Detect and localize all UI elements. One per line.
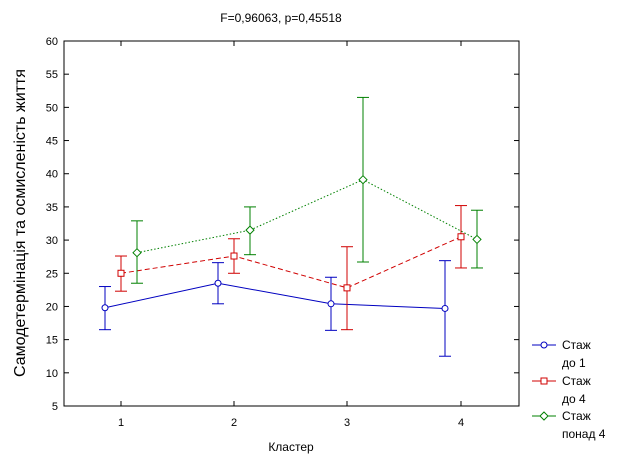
series-layer (99, 96, 483, 357)
legend-swatch-marker (539, 411, 549, 421)
series-line (104, 282, 446, 309)
legend-entry-2: Стаж до 4 (532, 374, 591, 406)
x-tick-label: 4 (458, 417, 464, 429)
y-tick-label: 45 (46, 136, 58, 148)
x-axis: 1 2 3 4 (118, 41, 464, 429)
legend: Стаж до 1 Стаж до 4 Стаж понад 4 (532, 338, 606, 441)
y-tick-label: 10 (46, 368, 58, 380)
data-point (117, 269, 125, 277)
y-axis-label: Самодетермінація та осмисленість життя (12, 69, 29, 377)
data-point (132, 247, 142, 258)
y-tick-label: 40 (46, 169, 58, 181)
series-3 (131, 96, 483, 284)
series-2 (115, 205, 467, 331)
plot-frame (63, 40, 520, 407)
y-tick-label: 25 (46, 268, 58, 280)
legend-label: Стаж (562, 338, 591, 352)
legend-swatch-marker (540, 377, 548, 385)
legend-label: Стаж (562, 374, 591, 388)
y-tick-label: 60 (46, 36, 58, 48)
legend-entry-3: Стаж понад 4 (532, 409, 606, 441)
data-point (343, 284, 351, 292)
series-1 (99, 260, 451, 357)
chart-title: F=0,96063, p=0,45518 (220, 11, 342, 25)
x-tick-label: 2 (231, 417, 237, 429)
x-tick-label: 3 (344, 417, 350, 429)
legend-entry-1: Стаж до 1 (532, 338, 591, 370)
series-line (136, 179, 478, 254)
data-point (230, 252, 238, 260)
data-point (101, 304, 109, 312)
y-tick-label: 30 (46, 235, 58, 247)
data-point (327, 300, 335, 308)
data-point (358, 174, 368, 185)
x-tick-label: 1 (118, 417, 124, 429)
y-tick-label: 5 (52, 401, 58, 413)
data-point (472, 234, 482, 245)
legend-label: до 4 (562, 392, 586, 406)
data-point (441, 304, 449, 312)
y-tick-label: 50 (46, 102, 58, 114)
data-point (457, 233, 465, 241)
y-axis: 5 10 15 20 25 30 35 40 45 50 55 60 (46, 36, 519, 413)
y-tick-label: 20 (46, 301, 58, 313)
y-tick-label: 15 (46, 335, 58, 347)
data-point (214, 279, 222, 287)
y-tick-label: 55 (46, 69, 58, 81)
legend-label: понад 4 (562, 427, 606, 441)
legend-swatch-marker (540, 341, 548, 349)
series-line (120, 236, 462, 289)
y-tick-label: 35 (46, 202, 58, 214)
legend-label: Стаж (562, 409, 591, 423)
data-point (245, 225, 255, 235)
x-axis-label: Кластер (268, 440, 314, 454)
legend-label: до 1 (562, 356, 586, 370)
